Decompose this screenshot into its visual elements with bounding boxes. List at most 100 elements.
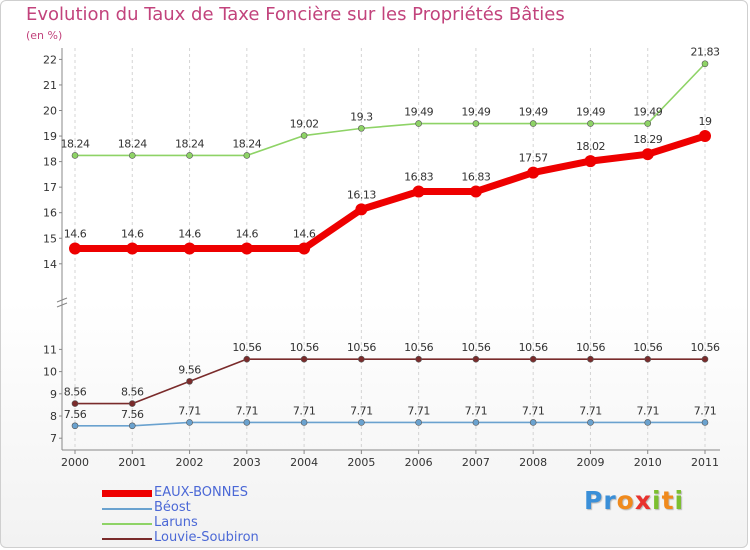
data-label: 19.02: [290, 118, 319, 131]
chart-title: Evolution du Taux de Taxe Foncière sur l…: [26, 4, 565, 25]
y-tick-label: 17: [43, 181, 57, 194]
data-point: [415, 355, 422, 363]
data-point: [472, 419, 480, 426]
y-tick-label: 22: [43, 53, 57, 66]
data-label: 7.71: [694, 404, 717, 417]
data-label: 18.24: [175, 137, 204, 150]
data-point: [644, 419, 652, 426]
data-label: 18.02: [576, 140, 605, 153]
y-tick-label: 20: [43, 105, 57, 118]
data-label: 18.24: [61, 137, 90, 150]
data-label: 8.56: [121, 386, 144, 399]
y-tick-label: 14: [43, 258, 57, 271]
data-label: 14.6: [236, 227, 259, 240]
data-point: [300, 419, 308, 426]
legend-label-laruns: Laruns: [154, 515, 198, 530]
data-point: [415, 120, 422, 127]
x-tick-label: 2000: [61, 456, 89, 469]
data-label: 19.49: [404, 106, 433, 119]
data-point: [527, 166, 540, 179]
data-point: [699, 130, 711, 143]
data-label: 7.71: [236, 404, 259, 417]
data-label: 19.49: [519, 106, 548, 119]
data-point: [587, 355, 594, 363]
data-point: [300, 355, 308, 363]
axis-break-mark: [56, 302, 68, 308]
data-point: [587, 120, 594, 127]
data-label: 16.83: [404, 170, 433, 183]
logo-letter: i: [652, 486, 662, 515]
axis-break-mark: [56, 297, 68, 303]
data-label: 14.6: [64, 227, 87, 240]
x-tick-label: 2008: [519, 456, 547, 469]
x-tick-label: 2006: [405, 456, 433, 469]
legend-label-eaux-bonnes: EAUX-BONNES: [154, 485, 248, 500]
data-point: [529, 355, 537, 363]
data-label: 7.71: [579, 404, 602, 417]
data-label: 7.56: [64, 408, 87, 421]
data-point: [701, 60, 709, 68]
data-label: 10.56: [576, 341, 605, 354]
data-label: 10.56: [461, 341, 490, 354]
data-label: 14.6: [178, 227, 201, 240]
data-label: 7.71: [636, 404, 659, 417]
data-point: [415, 419, 422, 426]
data-point: [71, 152, 79, 159]
data-point: [472, 355, 480, 363]
y-tick-label: 7: [50, 432, 57, 445]
series-line-laruns: [74, 62, 706, 157]
data-label: 7.56: [121, 408, 144, 421]
y-tick-label: 10: [43, 366, 57, 379]
data-label: 7.71: [407, 404, 430, 417]
logo-letter: r: [603, 486, 617, 515]
data-point: [641, 148, 654, 161]
data-point: [358, 125, 365, 132]
data-point: [701, 355, 709, 363]
data-point: [472, 120, 480, 127]
data-label: 10.56: [347, 341, 376, 354]
data-label: 14.6: [121, 227, 144, 240]
data-point: [186, 152, 193, 159]
y-tick-label: 16: [43, 207, 57, 220]
y-tick-label: 18: [43, 156, 57, 169]
data-point: [587, 419, 594, 426]
data-point: [128, 152, 136, 159]
y-tick-label: 21: [43, 79, 57, 92]
data-point: [412, 185, 425, 198]
legend-label-beost: Béost: [154, 500, 191, 515]
legend-swatch-beost: [102, 508, 152, 510]
data-point: [529, 419, 537, 426]
data-label: 10.56: [232, 341, 261, 354]
logo-letter: t: [661, 486, 675, 515]
series-line-b-ost: [74, 421, 706, 427]
data-point: [298, 242, 311, 255]
data-point: [126, 242, 139, 255]
data-label: 8.56: [64, 386, 87, 399]
data-point: [243, 419, 251, 426]
x-tick-label: 2010: [634, 456, 662, 469]
legend-label-louvie-soubiron: Louvie-Soubiron: [154, 530, 259, 545]
data-point: [584, 155, 597, 168]
data-point: [644, 355, 652, 363]
legend-swatch-eaux-bonnes: [102, 490, 152, 497]
data-label: 18.29: [633, 133, 662, 146]
x-tick-label: 2005: [347, 456, 375, 469]
data-point: [71, 400, 79, 407]
data-label: 21.83: [691, 46, 720, 59]
x-tick-label: 2003: [233, 456, 261, 469]
data-label: 19: [699, 115, 712, 128]
data-label: 19.49: [461, 106, 490, 119]
data-point: [183, 242, 196, 255]
data-label: 19.49: [576, 106, 605, 119]
data-label: 7.71: [178, 404, 201, 417]
data-label: 10.56: [633, 341, 662, 354]
data-label: 18.24: [232, 137, 261, 150]
legend-swatch-louvie-soubiron: [102, 538, 152, 540]
data-label: 10.56: [404, 341, 433, 354]
data-point: [644, 120, 652, 127]
logo-letter: o: [616, 486, 635, 515]
y-tick-label: 9: [50, 388, 57, 401]
data-label: 9.56: [178, 363, 201, 376]
